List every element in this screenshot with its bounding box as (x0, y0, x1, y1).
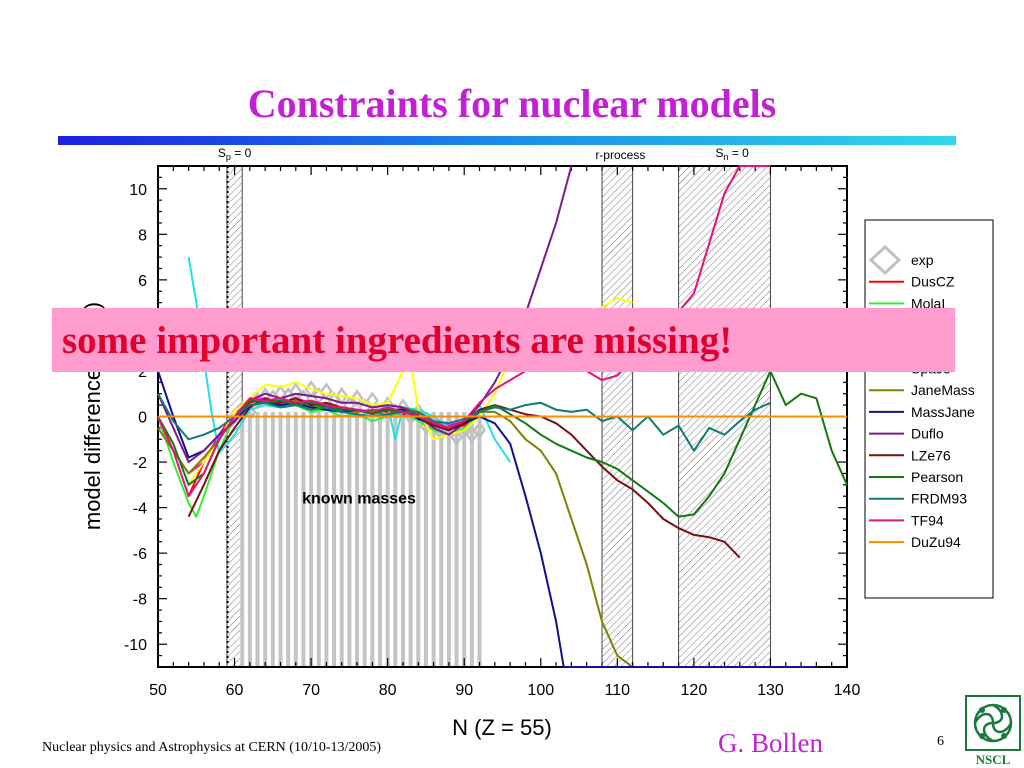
series-pearson (157, 370, 848, 518)
banner-text: some important ingredients are missing! (62, 319, 733, 362)
exp-point (350, 389, 364, 408)
legend-label: MassJane (911, 404, 975, 420)
missing-ingredients-banner: some important ingredients are missing! (52, 308, 955, 372)
y-tick-label: -2 (133, 455, 147, 472)
x-tick-label: 120 (681, 682, 708, 699)
x-tick-label: 140 (834, 682, 861, 699)
legend-label: DuZu94 (911, 534, 961, 550)
x-tick-label: 80 (379, 682, 397, 699)
series-molai (157, 397, 481, 518)
page-number: 6 (937, 734, 944, 749)
y-tick-label: 10 (129, 182, 147, 199)
nscl-logo-icon (965, 695, 1021, 751)
legend-box (864, 219, 994, 599)
exp-point (472, 421, 487, 440)
y-tick-label: -6 (133, 546, 147, 563)
legend-label: exp (911, 252, 934, 268)
legend-label: DusCZ (911, 274, 955, 290)
y-tick-label: -8 (133, 592, 147, 609)
legend-label: FRDM93 (911, 491, 967, 507)
legend-label: JaneMass (911, 382, 975, 398)
sn-annotation: Sn = 0 (715, 146, 749, 162)
y-tick-label: 8 (138, 227, 147, 244)
x-axis-label: N (Z = 55) (452, 715, 552, 740)
slide-title: Constraints for nuclear models (247, 81, 777, 126)
x-tick-label: 90 (455, 682, 473, 699)
author-name: G. Bollen (718, 728, 823, 758)
nscl-logo: NSCL (962, 694, 1024, 768)
title-gradient-bar (58, 136, 956, 145)
y-tick-label: 2 (138, 364, 147, 381)
y-tick-label: -10 (124, 637, 147, 654)
series-frdm93 (157, 393, 771, 452)
x-tick-label: 60 (226, 682, 244, 699)
legend-label: TF94 (911, 512, 944, 528)
x-tick-label: 50 (149, 682, 167, 699)
footer-text: Nuclear physics and Astrophysics at CERN… (42, 740, 382, 755)
legend-label: Pearson (911, 469, 963, 485)
legend: expDusCZMolaIMolaZTachiSpaJoJaneMassMass… (864, 219, 994, 599)
x-tick-label: 100 (527, 682, 554, 699)
known-masses-annotation: known masses (302, 491, 416, 508)
y-tick-label: 0 (138, 410, 147, 427)
exp-point (450, 427, 464, 447)
legend-label: LZe76 (911, 447, 951, 463)
legend-swatch-exp (868, 244, 902, 276)
x-tick-label: 110 (605, 682, 631, 699)
y-tick-label: -4 (133, 501, 147, 518)
series-lze76 (187, 397, 741, 559)
known-masses-bars (240, 411, 482, 667)
sp-annotation: Sp = 0 (218, 146, 252, 162)
x-tick-label: 70 (302, 682, 320, 699)
nscl-logo-text: NSCL (975, 752, 1011, 767)
y-tick-label: 6 (138, 273, 147, 290)
legend-label: MolaI (911, 295, 945, 311)
legend-label: Duflo (911, 426, 944, 442)
x-tick-label: 130 (757, 682, 784, 699)
r-process-annotation: r-process (595, 148, 645, 162)
